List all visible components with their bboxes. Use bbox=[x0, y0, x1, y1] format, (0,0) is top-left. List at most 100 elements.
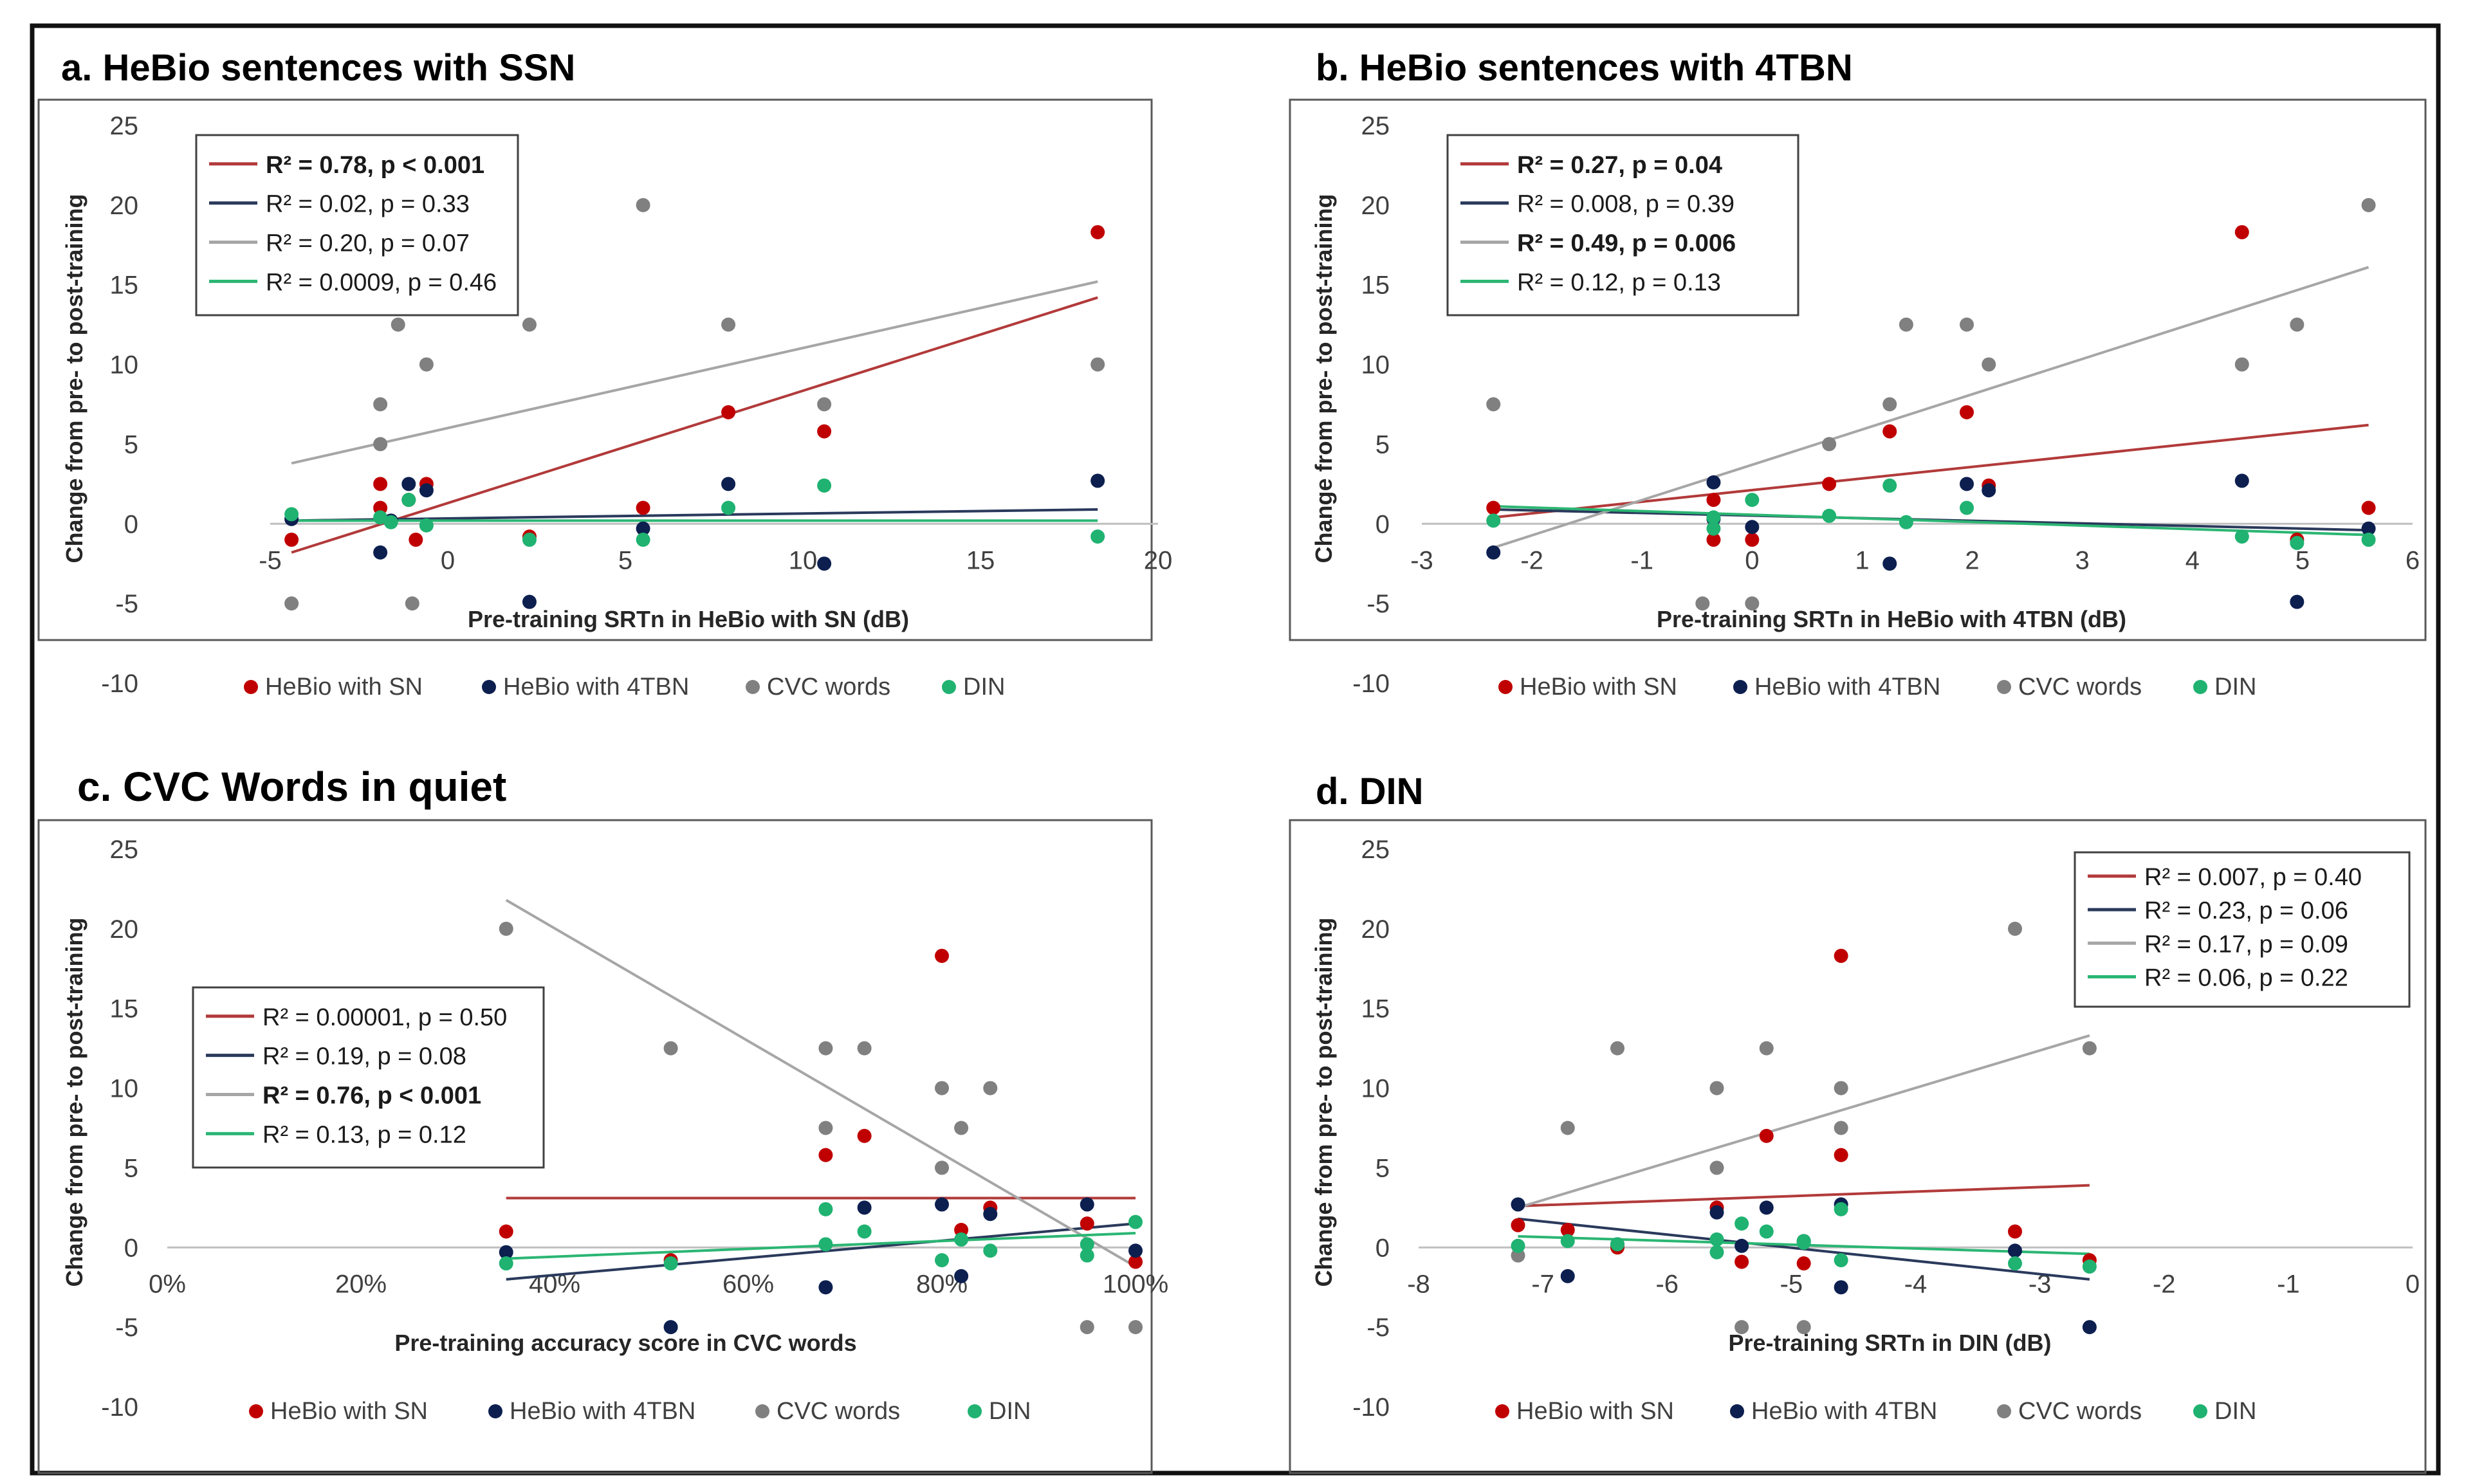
stats-legend-label: R² = 0.19, p = 0.08 bbox=[262, 1043, 466, 1070]
data-point-cvc bbox=[373, 397, 388, 412]
data-point-cvc bbox=[2290, 317, 2305, 332]
x-tick-label: 100% bbox=[1103, 1270, 1168, 1298]
data-point-tbn bbox=[1882, 556, 1897, 571]
data-point-tbn bbox=[2234, 473, 2249, 488]
data-point-tbn bbox=[373, 545, 388, 560]
x-tick-label: -1 bbox=[1630, 546, 1653, 574]
data-point-din bbox=[1960, 500, 1974, 515]
stats-legend-label: R² = 0.12, p = 0.13 bbox=[1517, 269, 1721, 296]
series-legend-label: CVC words bbox=[777, 1398, 900, 1425]
y-tick-label: -5 bbox=[115, 1314, 138, 1342]
data-point-din bbox=[1709, 1245, 1724, 1260]
x-tick-label: -7 bbox=[1531, 1270, 1554, 1298]
data-point-din bbox=[983, 1243, 998, 1258]
series-legend-marker-sn bbox=[249, 1404, 263, 1418]
series-legend-marker-din bbox=[968, 1404, 982, 1418]
data-point-tbn bbox=[817, 556, 832, 571]
y-axis-label: Change from pre- to post-training bbox=[1311, 194, 1337, 563]
y-axis-label: Change from pre- to post-training bbox=[61, 918, 87, 1287]
data-point-din bbox=[1745, 493, 1760, 508]
data-point-sn bbox=[1796, 1256, 1811, 1271]
y-tick-label: 20 bbox=[1361, 192, 1390, 220]
y-tick-label: -10 bbox=[101, 1393, 138, 1422]
y-tick-label: -5 bbox=[1366, 590, 1390, 618]
data-point-din bbox=[1822, 508, 1837, 523]
data-point-cvc bbox=[373, 437, 388, 452]
y-tick-label: 0 bbox=[1376, 510, 1390, 538]
series-legend-marker-din bbox=[942, 680, 956, 694]
y-tick-label: 5 bbox=[1376, 1154, 1390, 1182]
series-legend-label: HeBio with 4TBN bbox=[1754, 673, 1940, 701]
data-point-tbn bbox=[1511, 1197, 1525, 1212]
fit-line-din bbox=[1493, 505, 2369, 536]
data-point-tbn bbox=[1706, 475, 1721, 490]
fit-line-cvc bbox=[505, 899, 1137, 1268]
y-tick-label: 0 bbox=[1376, 1234, 1390, 1262]
y-tick-label: 25 bbox=[110, 836, 139, 864]
data-point-cvc bbox=[419, 357, 434, 372]
y-tick-label: 15 bbox=[1361, 995, 1390, 1023]
data-point-tbn bbox=[2008, 1243, 2022, 1258]
data-point-tbn bbox=[1745, 520, 1760, 535]
x-tick-label: -5 bbox=[259, 546, 282, 574]
data-point-din bbox=[401, 493, 416, 508]
data-point-cvc bbox=[1834, 1121, 1848, 1135]
series-legend-marker-tbn bbox=[488, 1404, 502, 1418]
data-point-sn bbox=[1706, 493, 1721, 508]
data-point-cvc bbox=[954, 1121, 969, 1135]
series-legend-marker-din bbox=[2193, 1404, 2207, 1418]
series-legend-marker-cvc bbox=[746, 680, 760, 694]
data-point-tbn bbox=[1090, 473, 1105, 488]
panel-a-chart: Change from pre- to post-training -10 -5 0 5… bbox=[37, 98, 1172, 701]
panel-frame bbox=[1289, 98, 2427, 641]
data-point-cvc bbox=[2361, 197, 2376, 212]
fit-line-sn bbox=[1518, 1184, 2090, 1207]
x-tick-label: 10 bbox=[789, 546, 818, 574]
data-point-cvc bbox=[1899, 317, 1913, 332]
data-point-sn bbox=[1486, 500, 1501, 515]
data-point-sn bbox=[1706, 533, 1721, 547]
data-point-din bbox=[1486, 513, 1501, 528]
x-tick-label: 6 bbox=[2406, 546, 2420, 574]
data-point-sn bbox=[1128, 1254, 1143, 1269]
data-point-din bbox=[2234, 529, 2249, 544]
series-legend-label: HeBio with 4TBN bbox=[503, 673, 689, 701]
y-tick-label: -5 bbox=[115, 590, 138, 618]
data-point-cvc bbox=[1080, 1320, 1094, 1335]
data-point-cvc bbox=[935, 1081, 949, 1095]
y-tick-label: 0 bbox=[124, 510, 138, 538]
data-point-sn bbox=[2008, 1224, 2022, 1239]
data-point-din bbox=[1834, 1253, 1848, 1268]
data-point-sn bbox=[1960, 405, 1974, 419]
data-point-cvc bbox=[721, 317, 736, 332]
data-point-din bbox=[818, 1237, 833, 1252]
y-tick-label: 25 bbox=[110, 112, 139, 140]
data-point-sn bbox=[1745, 533, 1760, 547]
data-point-cvc bbox=[284, 596, 299, 611]
data-point-tbn bbox=[857, 1200, 872, 1215]
stats-legend-label: R² = 0.0009, p = 0.46 bbox=[266, 269, 497, 296]
panel-b-title: b. HeBio sentences with 4TBN bbox=[1316, 47, 1853, 89]
y-tick-label: 5 bbox=[124, 1154, 138, 1182]
y-tick-label: 0 bbox=[124, 1234, 138, 1262]
y-axis-label: Change from pre- to post-training bbox=[1311, 918, 1337, 1287]
fit-line-tbn bbox=[506, 1222, 1136, 1281]
series-legend-marker-cvc bbox=[1997, 1404, 2011, 1418]
data-point-sn bbox=[409, 533, 423, 547]
stats-legend-label: R² = 0.49, p = 0.006 bbox=[1517, 230, 1736, 257]
data-point-cvc bbox=[1960, 317, 1974, 332]
data-point-tbn bbox=[2290, 594, 2305, 609]
data-point-cvc bbox=[1090, 357, 1105, 372]
stats-legend-label: R² = 0.00001, p = 0.50 bbox=[262, 1004, 507, 1031]
data-point-din bbox=[2008, 1256, 2022, 1271]
data-point-din bbox=[1090, 529, 1105, 544]
data-point-sn bbox=[2361, 500, 2376, 515]
data-point-tbn bbox=[401, 477, 416, 491]
series-legend-marker-tbn bbox=[1730, 1404, 1744, 1418]
panel-frame bbox=[37, 819, 1153, 1474]
x-tick-label: -3 bbox=[1410, 546, 1433, 574]
x-tick-label: 5 bbox=[2296, 546, 2310, 574]
y-tick-label: -10 bbox=[1352, 1393, 1390, 1422]
data-point-din bbox=[2082, 1260, 2097, 1274]
data-point-tbn bbox=[419, 483, 434, 498]
